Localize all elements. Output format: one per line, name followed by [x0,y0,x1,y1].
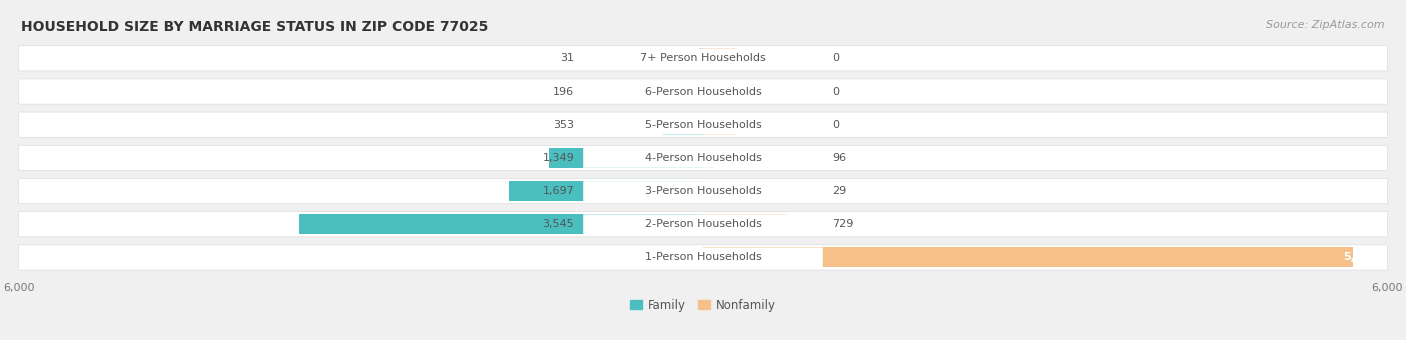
Text: 2-Person Households: 2-Person Households [644,219,762,229]
Text: 5,699: 5,699 [1343,252,1378,262]
Bar [703,148,714,168]
Bar [703,248,1353,267]
FancyBboxPatch shape [583,181,823,201]
FancyBboxPatch shape [583,248,823,267]
Text: Source: ZipAtlas.com: Source: ZipAtlas.com [1267,20,1385,30]
Text: 0: 0 [832,120,839,130]
Text: 0: 0 [832,86,839,97]
Bar [703,214,786,234]
FancyBboxPatch shape [583,82,823,101]
Text: 353: 353 [553,120,574,130]
Bar [703,181,706,201]
FancyBboxPatch shape [18,112,1388,137]
FancyBboxPatch shape [583,115,823,135]
FancyBboxPatch shape [18,79,1388,104]
Legend: Family, Nonfamily: Family, Nonfamily [626,294,780,317]
FancyBboxPatch shape [18,245,1388,270]
Text: 29: 29 [832,186,846,196]
Text: 1,697: 1,697 [543,186,574,196]
Text: 1,349: 1,349 [543,153,574,163]
Text: 7+ Person Households: 7+ Person Households [640,53,766,63]
Bar [550,148,703,168]
FancyBboxPatch shape [18,211,1388,237]
FancyBboxPatch shape [18,145,1388,170]
Bar [699,48,703,68]
FancyBboxPatch shape [18,178,1388,204]
FancyBboxPatch shape [583,148,823,168]
Text: 3,545: 3,545 [543,219,574,229]
Text: 96: 96 [832,153,846,163]
Text: 1-Person Households: 1-Person Households [644,252,762,262]
FancyBboxPatch shape [18,46,1388,71]
Bar [703,48,737,68]
Bar [681,82,703,101]
FancyBboxPatch shape [583,48,823,68]
Text: 196: 196 [553,86,574,97]
Text: 6-Person Households: 6-Person Households [644,86,762,97]
Bar [662,115,703,135]
Text: HOUSEHOLD SIZE BY MARRIAGE STATUS IN ZIP CODE 77025: HOUSEHOLD SIZE BY MARRIAGE STATUS IN ZIP… [21,20,488,34]
Text: 4-Person Households: 4-Person Households [644,153,762,163]
Bar [509,181,703,201]
FancyBboxPatch shape [583,214,823,234]
Bar [703,115,737,135]
Bar [298,214,703,234]
Text: 0: 0 [832,53,839,63]
Text: 3-Person Households: 3-Person Households [644,186,762,196]
Bar [703,82,737,101]
Text: 31: 31 [560,53,574,63]
Text: 729: 729 [832,219,853,229]
Text: 5-Person Households: 5-Person Households [644,120,762,130]
